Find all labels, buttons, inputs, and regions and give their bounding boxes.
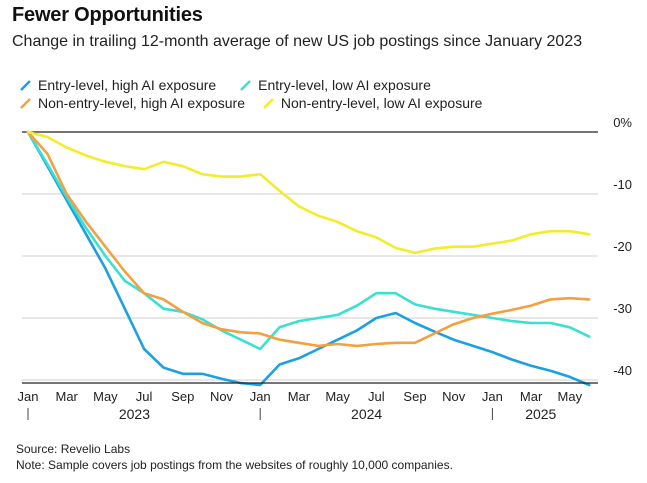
x-tick-label: Nov xyxy=(210,389,234,404)
chart-title: Fewer Opportunities xyxy=(12,4,203,26)
source-note: Source: Revelio Labs xyxy=(16,442,131,456)
year-label: 2023 xyxy=(119,406,150,422)
legend-swatch-icon xyxy=(240,80,251,91)
series-line-1 xyxy=(26,130,591,387)
series-line-2 xyxy=(26,130,591,351)
legend-label: Non-entry-level, low AI exposure xyxy=(280,95,483,111)
legend-item-entry-low: Entry-level, low AI exposure xyxy=(240,77,431,93)
x-tick-label: Mar xyxy=(56,389,79,404)
x-tick-label: May xyxy=(93,389,118,404)
x-tick-label: Mar xyxy=(288,389,311,404)
series-line-3 xyxy=(26,130,591,348)
legend-swatch-icon xyxy=(263,98,274,109)
x-tick-label: Jan xyxy=(18,389,39,404)
legend-item-nonentry-high: Non-entry-level, high AI exposure xyxy=(20,95,245,111)
y-tick-label: -30 xyxy=(613,301,632,316)
x-tick-label: Sep xyxy=(403,389,426,404)
x-tick-label: Jul xyxy=(368,389,385,404)
legend-row-2: Non-entry-level, high AI exposure Non-en… xyxy=(20,95,620,113)
legend-row-1: Entry-level, high AI exposure Entry-leve… xyxy=(20,77,620,95)
y-tick-label: 0% xyxy=(613,115,632,130)
legend-label: Entry-level, high AI exposure xyxy=(38,77,217,93)
sample-note: Note: Sample covers job postings from th… xyxy=(16,458,453,472)
legend-label: Non-entry-level, high AI exposure xyxy=(38,95,245,111)
grid-layer xyxy=(22,131,598,381)
x-tick-label: Jan xyxy=(250,389,271,404)
chart-subtitle: Change in trailing 12-month average of n… xyxy=(12,33,583,50)
legend-swatch-icon xyxy=(20,98,31,109)
x-tick-label: Jul xyxy=(136,389,153,404)
x-tick-label: May xyxy=(325,389,350,404)
y-tick-label: -20 xyxy=(613,239,632,254)
axis-layer: 0% -10 -20 -30 -40 Jan Mar May Jul Sep Nov Jan Mar Ma… xyxy=(18,115,633,422)
y-tick-label: -40 xyxy=(613,363,632,378)
x-tick-label: Jan xyxy=(482,389,503,404)
legend: Entry-level, high AI exposure Entry-leve… xyxy=(20,77,620,113)
year-label: 2025 xyxy=(525,406,556,422)
y-tick-label: -10 xyxy=(613,177,632,192)
series-layer xyxy=(26,130,591,387)
legend-item-entry-high: Entry-level, high AI exposure xyxy=(20,77,216,93)
year-label: 2024 xyxy=(351,406,382,422)
series-line-4 xyxy=(26,130,591,255)
chart-footer: Source: Revelio Labs Note: Sample covers… xyxy=(16,441,453,473)
legend-item-nonentry-low: Non-entry-level, low AI exposure xyxy=(263,95,483,111)
legend-label: Entry-level, low AI exposure xyxy=(258,77,431,93)
x-tick-label: Mar xyxy=(520,389,543,404)
x-tick-label: Sep xyxy=(171,389,194,404)
x-tick-label: Nov xyxy=(442,389,466,404)
legend-swatch-icon xyxy=(20,80,31,91)
x-tick-label: May xyxy=(558,389,583,404)
